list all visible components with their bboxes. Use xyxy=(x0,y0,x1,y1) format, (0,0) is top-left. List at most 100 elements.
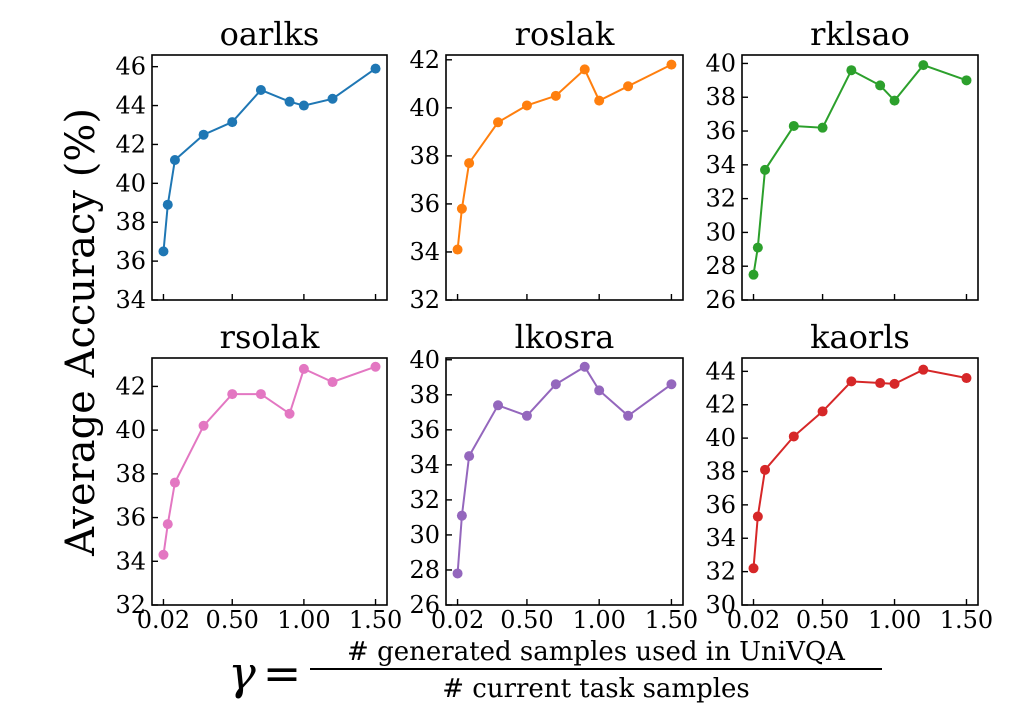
panels-group: oarlks 34 36 38 40 42 44 46 roslak 32 34 36 38 40 42 rk… xyxy=(115,15,993,634)
y-tick-label: 32 xyxy=(705,558,736,586)
y-tick-label: 32 xyxy=(115,591,146,619)
data-point xyxy=(961,373,972,384)
fraction-denominator: # current task samples xyxy=(442,674,750,704)
y-tick-label: 32 xyxy=(409,286,440,314)
data-point xyxy=(666,59,677,70)
x-axis-label: γ = # generated samples used in UniVQA #… xyxy=(228,637,882,704)
data-point xyxy=(788,431,799,442)
data-point xyxy=(846,376,857,387)
data-point xyxy=(752,242,763,253)
data-point xyxy=(889,378,900,389)
data-point xyxy=(748,269,759,280)
data-point xyxy=(255,85,266,95)
x-tick-label: 1.00 xyxy=(277,606,330,634)
data-point xyxy=(760,164,771,175)
y-tick-label: 36 xyxy=(115,247,146,275)
y-tick-label: 42 xyxy=(115,372,146,400)
data-point xyxy=(158,549,169,560)
y-tick-label: 40 xyxy=(115,169,146,197)
series-line xyxy=(752,368,967,569)
data-point xyxy=(452,244,463,255)
x-tick-label: 1.50 xyxy=(349,606,402,634)
y-tick-label: 36 xyxy=(409,190,440,218)
panel: lkosra 26 28 30 32 34 36 38 40 0.02 0.50 1.00 1.50 xyxy=(409,318,698,634)
y-tick-label: 30 xyxy=(705,591,736,619)
y-tick-label: 46 xyxy=(115,53,146,81)
data-point xyxy=(456,510,467,521)
data-point xyxy=(162,519,173,530)
data-point xyxy=(464,158,475,169)
panel-title: roslak xyxy=(515,15,615,53)
panel: rklsao 26 28 30 32 34 36 38 40 xyxy=(705,15,979,314)
data-point xyxy=(579,361,590,372)
y-tick-label: 34 xyxy=(409,451,440,479)
panel-frame xyxy=(741,54,979,301)
data-point xyxy=(748,563,759,574)
panel-title: rklsao xyxy=(810,15,910,53)
y-tick-label: 40 xyxy=(705,49,736,77)
x-tick-label: 1.50 xyxy=(940,606,993,634)
x-tick-label: 0.02 xyxy=(431,606,484,634)
panel: rsolak 32 34 36 38 40 42 0.02 0.50 1.00 1.50 xyxy=(115,318,402,634)
panel-title: lkosra xyxy=(515,318,615,356)
x-tick-label: 0.50 xyxy=(500,606,553,634)
panel: roslak 32 34 36 38 40 42 xyxy=(409,15,684,314)
data-point xyxy=(521,100,532,111)
data-point xyxy=(169,477,180,488)
x-tick-label: 1.00 xyxy=(572,606,625,634)
data-point xyxy=(666,379,677,390)
y-tick-label: 38 xyxy=(409,142,440,170)
series-line xyxy=(752,63,967,275)
data-point xyxy=(493,400,504,411)
y-tick-label: 34 xyxy=(705,524,736,552)
data-point xyxy=(550,90,561,101)
x-tick-label: 0.02 xyxy=(727,606,780,634)
y-tick-label: 44 xyxy=(705,357,736,385)
panel: kaorls 30 32 34 36 38 40 42 44 0.02 0.50 1.00 1.50 xyxy=(705,318,993,634)
y-tick-label: 36 xyxy=(115,504,146,532)
data-point xyxy=(594,385,605,396)
y-tick-label: 28 xyxy=(409,556,440,584)
fraction-numerator: # generated samples used in UniVQA xyxy=(347,637,846,667)
y-tick-label: 38 xyxy=(115,208,146,236)
data-point xyxy=(227,117,238,128)
y-tick-label: 40 xyxy=(115,416,146,444)
x-tick-label: 1.00 xyxy=(868,606,921,634)
data-point xyxy=(521,410,532,421)
panel: oarlks 34 36 38 40 42 44 46 xyxy=(115,15,388,314)
data-point xyxy=(760,464,771,475)
data-point xyxy=(918,60,929,71)
panel-frame xyxy=(741,357,979,606)
data-point xyxy=(158,246,169,257)
data-point xyxy=(961,75,972,86)
data-point xyxy=(623,81,634,92)
data-point xyxy=(456,203,467,214)
y-tick-label: 28 xyxy=(705,252,736,280)
data-point xyxy=(579,64,590,75)
data-point xyxy=(327,93,338,104)
y-tick-label: 26 xyxy=(409,591,440,619)
data-point xyxy=(198,420,209,431)
panel-frame xyxy=(445,54,684,301)
data-point xyxy=(752,511,763,522)
data-point xyxy=(550,379,561,390)
data-point xyxy=(255,389,266,400)
data-point xyxy=(464,451,475,462)
data-point xyxy=(298,100,309,111)
gamma-symbol: γ xyxy=(228,646,256,700)
y-tick-label: 38 xyxy=(705,457,736,485)
x-tick-label: 0.50 xyxy=(796,606,849,634)
series-line xyxy=(162,67,377,252)
y-tick-label: 34 xyxy=(409,238,440,266)
data-point xyxy=(284,408,295,419)
data-point xyxy=(298,363,309,374)
equals-sign: = xyxy=(263,646,302,700)
data-point xyxy=(162,199,173,210)
data-point xyxy=(875,378,886,389)
y-tick-label: 30 xyxy=(409,521,440,549)
panel-frame xyxy=(445,357,684,606)
data-point xyxy=(227,389,238,400)
x-tick-label: 0.50 xyxy=(206,606,259,634)
data-point xyxy=(284,96,295,107)
y-tick-label: 32 xyxy=(705,185,736,213)
